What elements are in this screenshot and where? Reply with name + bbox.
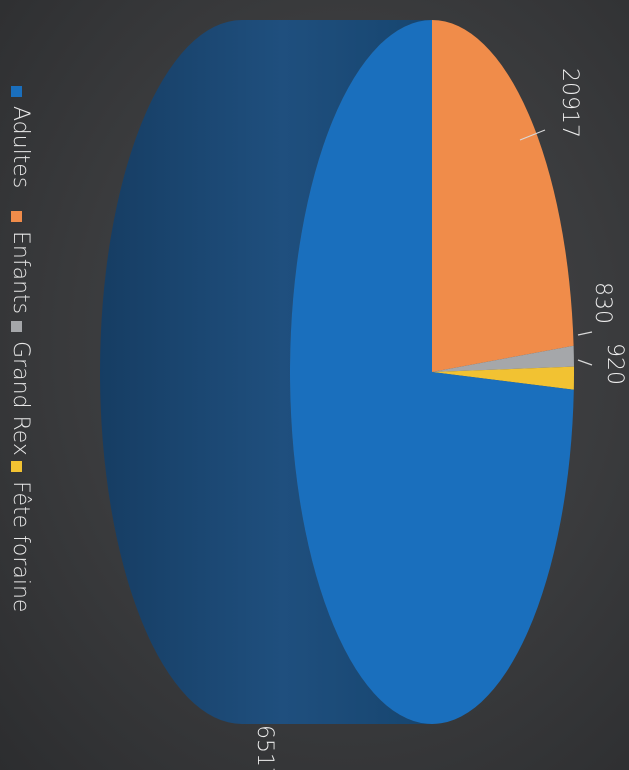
legend-label: Fête foraine — [8, 481, 33, 612]
legend-label: Grand Rex — [8, 341, 33, 456]
pie-slice-grand-rex — [432, 345, 574, 372]
leader-line — [577, 331, 593, 336]
pie-slice-f-te-foraine — [432, 366, 574, 390]
legend-swatch — [11, 461, 22, 472]
legend: Adultes Enfants Grand Rex Fête foraine — [8, 86, 33, 612]
legend-label: Adultes — [8, 106, 33, 188]
legend-swatch — [11, 86, 22, 97]
data-label-grand-rex: 830 — [590, 282, 615, 324]
pie-side-wall — [100, 20, 432, 724]
data-label-layer: 65174 20917 830 920 — [252, 68, 627, 770]
pie-layer — [100, 20, 574, 725]
leader-line — [519, 129, 546, 141]
data-label-adultes: 65174 — [252, 725, 277, 770]
legend-swatch — [11, 321, 22, 332]
leader-line — [577, 359, 593, 366]
legend-swatch — [11, 211, 22, 222]
pie-slice-enfants — [432, 20, 574, 372]
legend-label: Enfants — [8, 231, 33, 314]
data-label-f-te-foraine: 920 — [602, 343, 627, 385]
pie-slice-adultes — [290, 20, 574, 725]
data-label-enfants: 20917 — [557, 68, 582, 138]
